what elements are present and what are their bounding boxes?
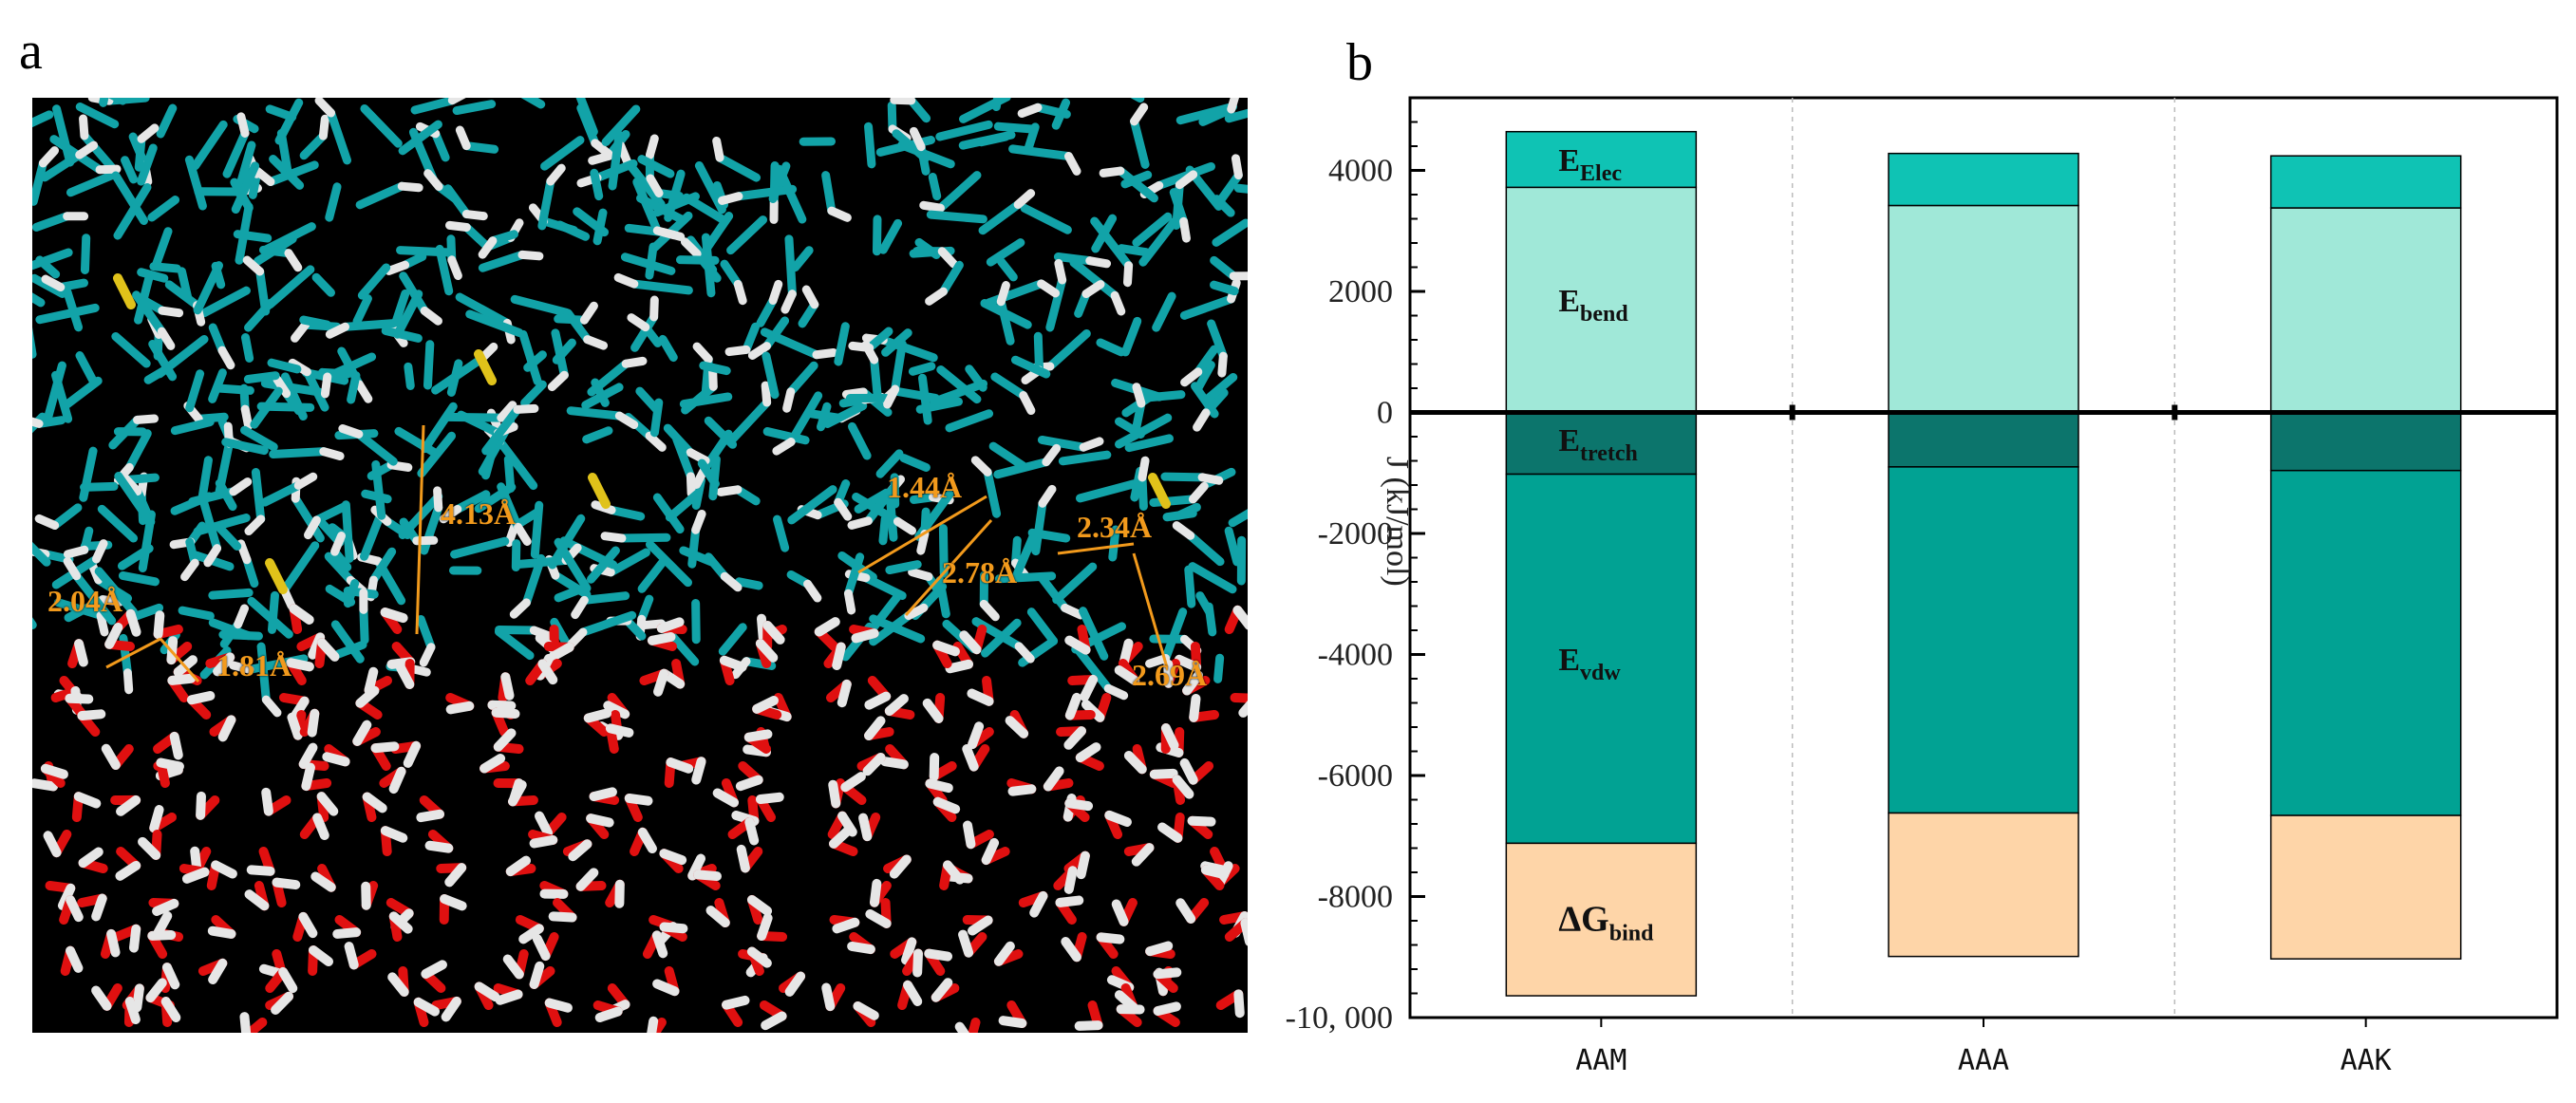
molecule-render <box>32 98 1248 1033</box>
bar-aak-ebend <box>2271 208 2461 412</box>
y-tick-label: 0 <box>1377 396 1393 431</box>
bar-aak-estretch <box>2271 413 2461 471</box>
bar-aak-eelec <box>2271 156 2461 208</box>
molecular-snapshot: 4.13Å 1.44Å 2.34Å 2.78Å 2.04Å 1.81Å 2.69… <box>32 98 1248 1033</box>
distance-label-3: 2.34Å <box>1077 510 1152 545</box>
bar-aak-gbind <box>2271 815 2461 959</box>
x-category-label: AAM <box>1575 1044 1626 1077</box>
distance-label-2: 1.44Å <box>887 470 962 505</box>
bar-aam-evdw <box>1506 475 1696 844</box>
y-tick-label: -10, 000 <box>1286 1000 1393 1036</box>
distance-label-5: 2.04Å <box>47 584 122 619</box>
y-tick-label: -4000 <box>1318 638 1393 673</box>
bar-aaa-evdw <box>1889 467 2078 813</box>
distance-label-1: 4.13Å <box>441 496 516 532</box>
x-category-label: AAK <box>2341 1044 2392 1077</box>
distance-label-6: 1.81Å <box>216 648 291 683</box>
panel-a-label: a <box>19 21 43 82</box>
y-axis-label: J (kJ/mol) <box>1380 457 1415 587</box>
zero-line-marker <box>1790 405 1796 421</box>
bar-aaa-gbind <box>1889 813 2078 957</box>
distance-label-7: 2.69Å <box>1132 658 1207 693</box>
bar-aaa-estretch <box>1889 413 2078 467</box>
x-category-label: AAA <box>1958 1044 2009 1077</box>
y-tick-label: 4000 <box>1328 154 1393 189</box>
y-tick-label: -8000 <box>1318 880 1393 915</box>
y-tick-label: -6000 <box>1318 758 1393 794</box>
bar-aam-ebend <box>1506 187 1696 412</box>
hbond-line-4 <box>1058 544 1134 553</box>
bond-layer <box>32 98 1248 1033</box>
y-tick-label: 2000 <box>1328 274 1393 309</box>
distance-label-4: 2.78Å <box>942 555 1017 590</box>
bar-aaa-eelec <box>1889 154 2078 206</box>
hbond-line-1 <box>417 425 423 634</box>
bar-aak-evdw <box>2271 471 2461 815</box>
bar-aaa-ebend <box>1889 205 2078 412</box>
zero-line-marker <box>2172 405 2177 421</box>
